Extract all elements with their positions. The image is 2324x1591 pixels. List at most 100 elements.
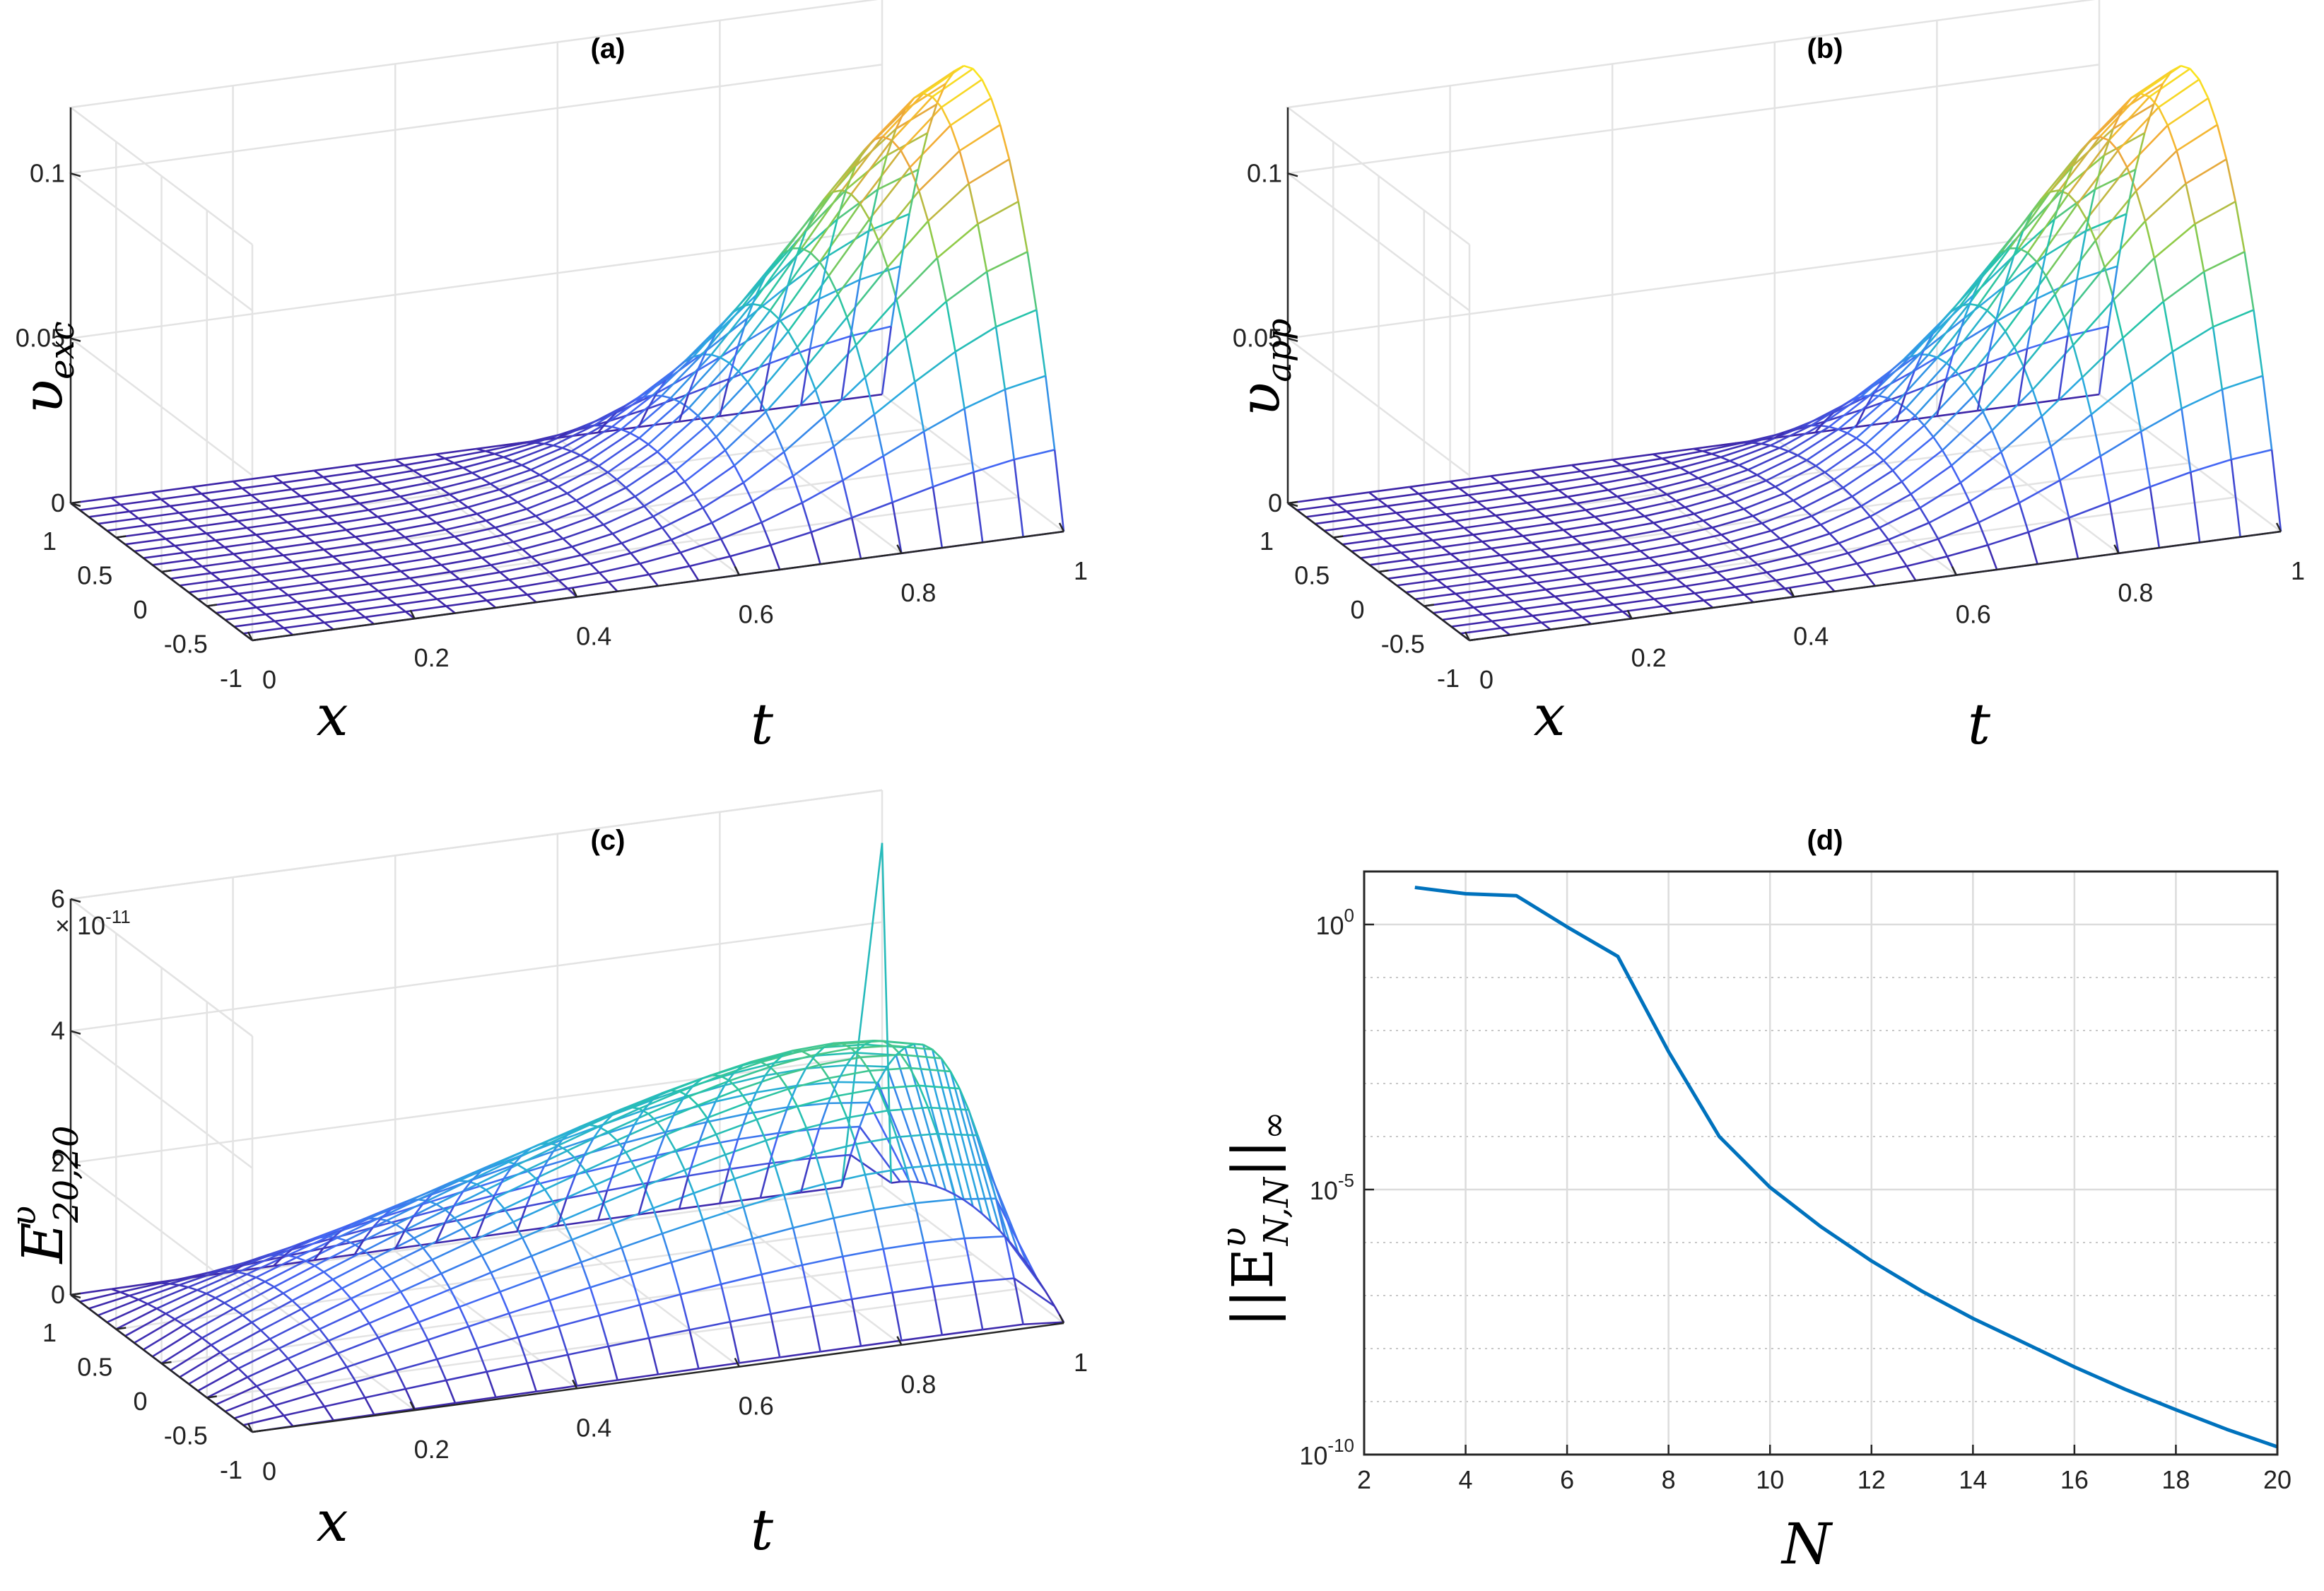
mesh-segment xyxy=(1888,522,1930,541)
mesh-segment xyxy=(565,1174,577,1199)
mesh-segment xyxy=(1400,551,1411,560)
mesh-segment xyxy=(736,1113,749,1140)
t-axis-line xyxy=(252,1322,1064,1433)
mesh-segment xyxy=(467,495,509,508)
mesh-segment xyxy=(1775,464,1817,488)
mesh-segment xyxy=(274,1404,285,1416)
mesh-segment xyxy=(1954,318,1966,347)
mesh-segment xyxy=(2085,213,2128,232)
mesh-segment xyxy=(792,1227,804,1266)
mesh-segment xyxy=(372,1237,415,1260)
mesh-segment xyxy=(404,1222,445,1233)
mesh-segment xyxy=(557,432,568,439)
mesh-segment xyxy=(1676,578,1686,587)
mesh-segment xyxy=(1910,353,1920,358)
mesh-segment xyxy=(531,1238,573,1257)
mesh-segment xyxy=(494,452,504,459)
mesh-segment xyxy=(811,1298,852,1308)
mesh-segment xyxy=(328,582,370,591)
mesh-segment xyxy=(1418,493,1428,502)
mesh-segment xyxy=(982,1323,1023,1331)
mesh-segment xyxy=(703,1206,744,1221)
mesh-segment xyxy=(454,536,464,545)
mesh-segment xyxy=(729,1080,739,1091)
mesh-segment xyxy=(787,331,799,348)
mesh-segment xyxy=(328,589,339,597)
mesh-segment xyxy=(2157,107,2169,126)
mesh-segment xyxy=(1495,508,1537,517)
mesh-segment xyxy=(1725,495,1736,503)
mesh-segment xyxy=(2116,213,2128,266)
mesh-segment xyxy=(915,1198,956,1204)
mesh-segment xyxy=(255,1256,298,1279)
mesh-segment xyxy=(471,471,482,479)
mesh-segment xyxy=(895,1047,906,1056)
mesh-segment xyxy=(1837,395,1879,430)
mesh-segment xyxy=(720,1273,762,1286)
mesh-segment xyxy=(332,549,374,558)
mesh-segment xyxy=(1734,501,1744,510)
mesh-segment xyxy=(1848,539,1889,554)
mesh-segment xyxy=(589,432,631,462)
mesh-segment xyxy=(124,1313,167,1337)
mesh-segment xyxy=(318,508,329,517)
mesh-segment xyxy=(322,1238,334,1250)
mesh-segment xyxy=(192,480,233,488)
mesh-segment xyxy=(1792,500,1804,509)
mesh-segment xyxy=(503,456,513,462)
mesh-segment xyxy=(625,1151,636,1168)
mesh-segment xyxy=(589,1274,631,1288)
mesh-segment xyxy=(1716,474,1758,491)
mesh-segment xyxy=(305,1380,317,1395)
mesh-segment xyxy=(517,586,528,596)
mesh-segment xyxy=(571,532,614,548)
mesh-segment xyxy=(1720,534,1732,543)
mesh-segment xyxy=(1657,564,1668,573)
mesh-segment xyxy=(427,591,438,600)
mesh-segment xyxy=(792,1217,834,1229)
mesh-segment xyxy=(1833,451,1875,481)
mesh-segment xyxy=(558,1326,569,1356)
mesh-segment xyxy=(689,1320,731,1331)
mesh-segment xyxy=(341,483,382,491)
mesh-segment xyxy=(1045,1291,1056,1307)
mesh-segment xyxy=(1621,536,1632,545)
mesh-segment xyxy=(867,1082,879,1103)
mesh-segment xyxy=(188,586,230,594)
t-tick-mark xyxy=(1464,631,1471,641)
mesh-segment xyxy=(1824,581,1836,592)
mesh-segment xyxy=(1481,534,1523,543)
mesh-segment xyxy=(1865,443,1875,453)
panel-c-title: (c) xyxy=(591,825,626,856)
mesh-segment xyxy=(241,1260,252,1267)
mesh-segment xyxy=(679,552,691,567)
grid-line xyxy=(1285,64,2100,312)
mesh-segment xyxy=(923,407,966,433)
mesh-segment xyxy=(747,1088,789,1104)
mesh-segment xyxy=(795,230,807,257)
mesh-segment xyxy=(698,1362,739,1370)
mesh-segment xyxy=(1581,616,1592,625)
mesh-segment xyxy=(896,1137,907,1168)
mesh-segment xyxy=(1748,556,1759,565)
t-tick-mark xyxy=(1789,587,1795,597)
mesh-segment xyxy=(404,464,414,472)
x-tick-mark xyxy=(1378,569,1389,573)
mesh-segment xyxy=(521,447,563,466)
mesh-segment xyxy=(1703,599,1714,609)
mesh-segment xyxy=(1995,286,2006,322)
mesh-segment xyxy=(427,1180,469,1202)
mesh-segment xyxy=(1653,512,1695,524)
mesh-segment xyxy=(544,522,555,532)
mesh-segment xyxy=(1464,521,1505,529)
mesh-segment xyxy=(1824,443,1867,474)
mesh-segment xyxy=(365,1387,406,1399)
mesh-segment xyxy=(233,1308,244,1316)
mesh-segment xyxy=(251,561,293,569)
mesh-segment xyxy=(495,515,536,529)
mesh-segment xyxy=(255,534,266,543)
mesh-segment xyxy=(409,1288,451,1308)
mesh-segment xyxy=(990,1221,1001,1232)
mesh-segment xyxy=(98,1298,139,1317)
t-tick-label: 0.8 xyxy=(900,578,936,607)
